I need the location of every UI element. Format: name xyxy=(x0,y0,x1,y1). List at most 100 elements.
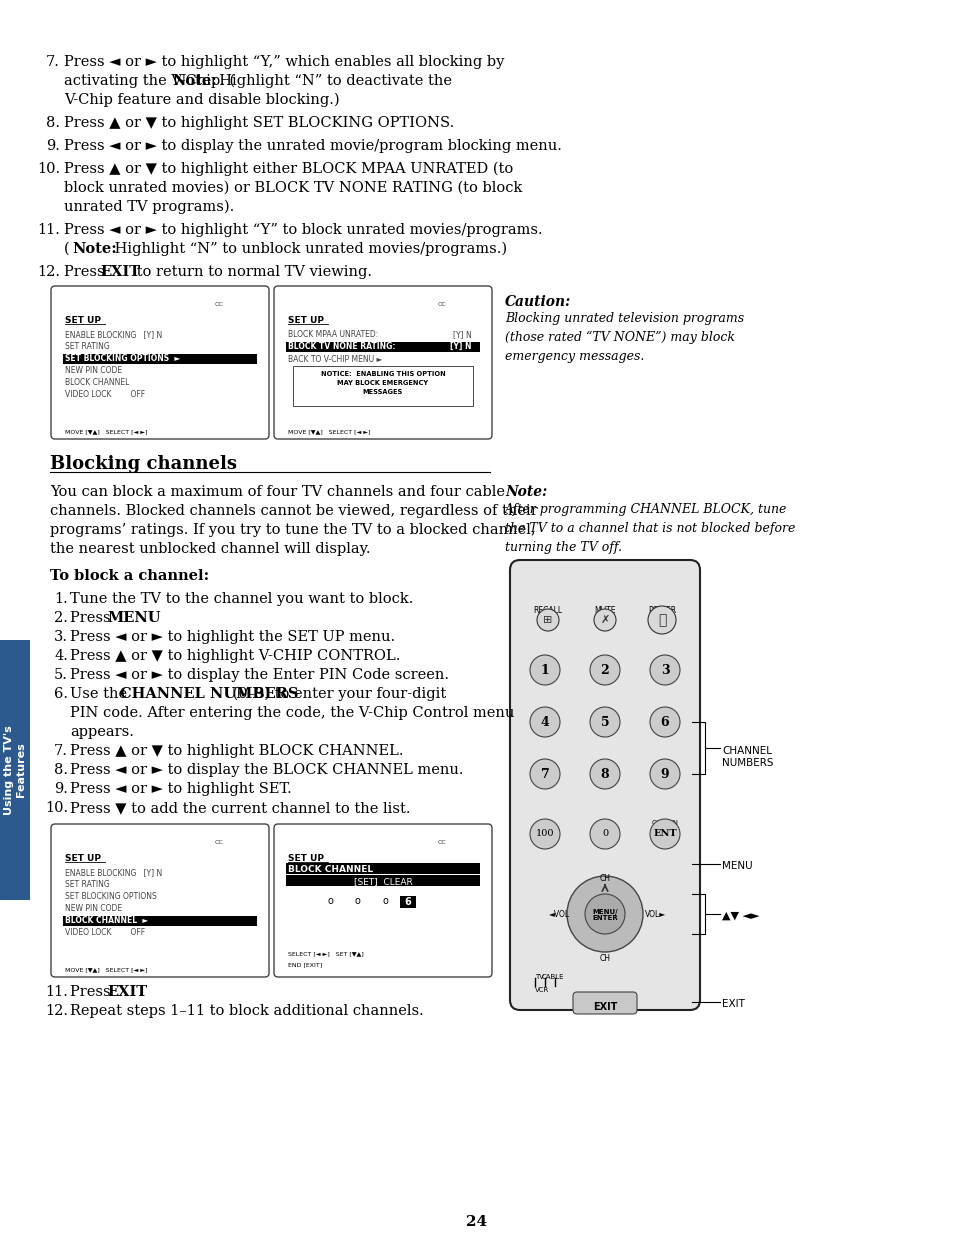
Text: SET BLOCKING OPTIONS: SET BLOCKING OPTIONS xyxy=(65,892,156,902)
Text: BACK TO V-CHIP MENU ►: BACK TO V-CHIP MENU ► xyxy=(288,354,382,364)
Text: MENU/: MENU/ xyxy=(592,909,618,915)
Text: ENT: ENT xyxy=(653,830,676,839)
Circle shape xyxy=(363,832,381,851)
Text: unrated TV programs).: unrated TV programs). xyxy=(64,200,234,215)
Text: RECALL: RECALL xyxy=(533,606,562,615)
Circle shape xyxy=(589,706,619,737)
Text: CC: CC xyxy=(214,301,223,306)
Text: END [EXIT]: END [EXIT] xyxy=(288,962,322,967)
Text: Tune the TV to the channel you want to block.: Tune the TV to the channel you want to b… xyxy=(70,592,413,606)
Text: .: . xyxy=(139,986,144,999)
Circle shape xyxy=(105,295,123,312)
Text: appears.: appears. xyxy=(70,725,133,739)
Text: BLOCK CHANNEL: BLOCK CHANNEL xyxy=(65,378,130,387)
Text: VIDEO LOCK        OFF: VIDEO LOCK OFF xyxy=(65,390,145,399)
Bar xyxy=(293,366,473,406)
Text: 2.: 2. xyxy=(54,611,68,625)
Text: MENU: MENU xyxy=(107,611,160,625)
Text: ◄VOL: ◄VOL xyxy=(548,910,570,919)
Circle shape xyxy=(140,832,158,851)
Text: 10.: 10. xyxy=(45,802,68,815)
Text: VCR: VCR xyxy=(535,987,549,993)
Circle shape xyxy=(363,295,381,312)
Text: Press ◄ or ► to display the Enter PIN Code screen.: Press ◄ or ► to display the Enter PIN Co… xyxy=(70,668,449,682)
Text: to return to normal TV viewing.: to return to normal TV viewing. xyxy=(132,266,372,279)
Text: activating the V-Chip. (: activating the V-Chip. ( xyxy=(64,74,234,89)
Text: Use the: Use the xyxy=(70,687,132,701)
Text: PIN code. After entering the code, the V-Chip Control menu: PIN code. After entering the code, the V… xyxy=(70,706,514,720)
Text: 6: 6 xyxy=(660,715,669,729)
Text: NUMBERS: NUMBERS xyxy=(721,758,773,768)
Text: 24: 24 xyxy=(466,1215,487,1229)
Text: CH: CH xyxy=(598,874,610,883)
Circle shape xyxy=(649,819,679,848)
Bar xyxy=(286,876,479,885)
Text: [Y] N: [Y] N xyxy=(450,342,471,351)
Text: BLOCK CHANNEL: BLOCK CHANNEL xyxy=(288,864,373,874)
Text: ▲▼ ◄►: ▲▼ ◄► xyxy=(721,911,759,921)
Text: ⏻: ⏻ xyxy=(658,613,665,627)
FancyBboxPatch shape xyxy=(274,824,492,977)
Circle shape xyxy=(176,832,194,851)
Text: SET UP: SET UP xyxy=(65,316,101,325)
Text: 8.: 8. xyxy=(46,116,60,130)
Text: 5: 5 xyxy=(600,715,609,729)
Text: SET UP: SET UP xyxy=(288,853,324,863)
Text: 1.: 1. xyxy=(54,592,68,606)
Text: (: ( xyxy=(64,242,70,256)
Text: 4: 4 xyxy=(540,715,549,729)
Bar xyxy=(63,916,256,926)
Text: the nearest unblocked channel will display.: the nearest unblocked channel will displ… xyxy=(50,542,370,556)
Text: CC: CC xyxy=(437,301,446,306)
Text: MOVE [▼▲]   SELECT [◄ ►]: MOVE [▼▲] SELECT [◄ ►] xyxy=(65,429,148,433)
Circle shape xyxy=(140,295,158,312)
Circle shape xyxy=(589,655,619,685)
Text: 9.: 9. xyxy=(46,140,60,153)
Text: Press ◄ or ► to display the BLOCK CHANNEL menu.: Press ◄ or ► to display the BLOCK CHANNE… xyxy=(70,763,463,777)
Text: Note:: Note: xyxy=(172,74,216,88)
FancyBboxPatch shape xyxy=(51,287,269,438)
Text: 11.: 11. xyxy=(45,986,68,999)
Text: V-Chip feature and disable blocking.): V-Chip feature and disable blocking.) xyxy=(64,93,339,107)
Text: Press ◄ or ► to highlight “Y,” which enables all blocking by: Press ◄ or ► to highlight “Y,” which ena… xyxy=(64,56,504,69)
Circle shape xyxy=(433,295,451,312)
Text: CHANNEL: CHANNEL xyxy=(721,746,771,756)
Bar xyxy=(63,354,256,364)
Text: NEW PIN CODE: NEW PIN CODE xyxy=(65,904,122,913)
Text: MOVE [▼▲]   SELECT [◄ ►]: MOVE [▼▲] SELECT [◄ ►] xyxy=(65,967,148,972)
FancyBboxPatch shape xyxy=(573,992,637,1014)
Circle shape xyxy=(71,295,90,312)
Text: 10.: 10. xyxy=(37,162,60,177)
Text: Press ◄ or ► to highlight the SET UP menu.: Press ◄ or ► to highlight the SET UP men… xyxy=(70,630,395,643)
Circle shape xyxy=(530,819,559,848)
Text: VIDEO LOCK        OFF: VIDEO LOCK OFF xyxy=(65,927,145,937)
Text: Press ▲ or ▼ to highlight V-CHIP CONTROL.: Press ▲ or ▼ to highlight V-CHIP CONTROL… xyxy=(70,650,400,663)
Text: programs’ ratings. If you try to tune the TV to a blocked channel,: programs’ ratings. If you try to tune th… xyxy=(50,522,535,537)
Text: 8.: 8. xyxy=(54,763,68,777)
Circle shape xyxy=(176,295,194,312)
Text: 6.: 6. xyxy=(54,687,68,701)
Circle shape xyxy=(398,832,416,851)
Text: BLOCK MPAA UNRATED:: BLOCK MPAA UNRATED: xyxy=(288,330,377,338)
Text: (0–9) to enter your four-digit: (0–9) to enter your four-digit xyxy=(228,687,446,701)
Text: BLOCK CHANNEL  ►: BLOCK CHANNEL ► xyxy=(65,916,148,925)
Text: SET UP: SET UP xyxy=(65,853,101,863)
Text: After programming CHANNEL BLOCK, tune
the TV to a channel that is not blocked be: After programming CHANNEL BLOCK, tune th… xyxy=(504,503,795,555)
Text: You can block a maximum of four TV channels and four cable: You can block a maximum of four TV chann… xyxy=(50,485,504,499)
Text: CH RTN: CH RTN xyxy=(651,820,678,826)
Text: VOL►: VOL► xyxy=(644,910,665,919)
Bar xyxy=(286,342,479,352)
Text: ENTER: ENTER xyxy=(592,915,618,921)
Text: 12.: 12. xyxy=(45,1004,68,1018)
Text: Press ▲ or ▼ to highlight SET BLOCKING OPTIONS.: Press ▲ or ▼ to highlight SET BLOCKING O… xyxy=(64,116,454,130)
Text: BLOCK TV NONE RATING:: BLOCK TV NONE RATING: xyxy=(288,342,395,351)
Text: POWER: POWER xyxy=(647,606,676,615)
Text: TV: TV xyxy=(535,974,543,981)
Circle shape xyxy=(530,706,559,737)
Bar xyxy=(399,897,416,908)
Text: Using the TV's
Features: Using the TV's Features xyxy=(4,725,26,815)
Circle shape xyxy=(530,760,559,789)
Text: CC: CC xyxy=(437,840,446,845)
Text: Highlight “N” to deactivate the: Highlight “N” to deactivate the xyxy=(210,74,452,88)
Text: channels. Blocked channels cannot be viewed, regardless of their: channels. Blocked channels cannot be vie… xyxy=(50,504,537,517)
